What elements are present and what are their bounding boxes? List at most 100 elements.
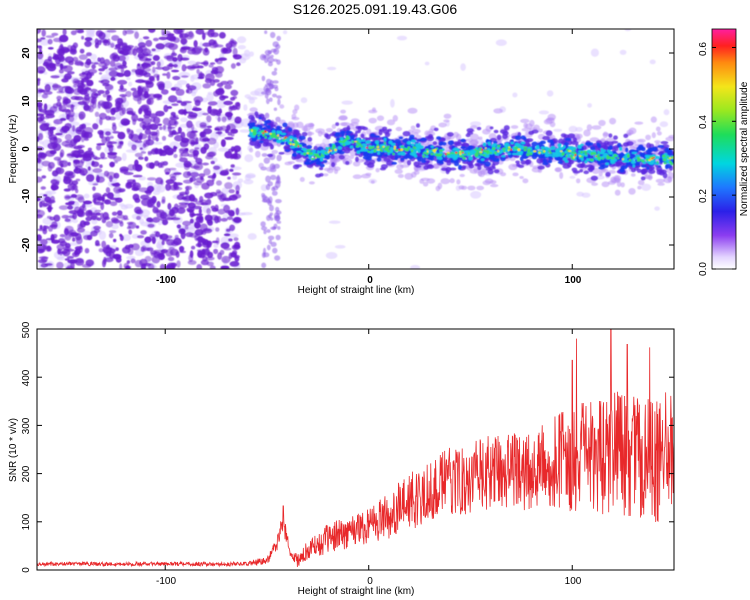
signal-yellow-blob xyxy=(376,146,380,149)
noise-stripe-blob xyxy=(267,235,275,241)
signal-halo-blob xyxy=(651,132,656,139)
colorbar-frame xyxy=(711,28,737,270)
noise-blob xyxy=(163,104,169,113)
noise-blob xyxy=(106,29,117,33)
signal-yellow-blob xyxy=(376,148,379,151)
signal-red-blob xyxy=(262,132,265,135)
signal-green-blob xyxy=(590,152,593,156)
noise-haze-blob xyxy=(410,265,421,269)
signal-halo-blob xyxy=(628,188,636,195)
noise-blob xyxy=(208,64,214,68)
noise-blob xyxy=(113,156,122,162)
noise-blob xyxy=(43,90,53,95)
signal-blue-blob xyxy=(263,123,268,127)
snr-ytick-label-0: 0 xyxy=(21,567,32,573)
noise-blob xyxy=(210,214,219,221)
noise-blob xyxy=(202,162,209,166)
noise-blob xyxy=(153,249,163,254)
signal-blue-blob xyxy=(319,163,325,168)
noise-blob xyxy=(50,179,60,185)
signal-green-blob xyxy=(355,145,360,148)
signal-halo-blob xyxy=(470,125,478,129)
signal-cyan-blob xyxy=(593,156,597,159)
noise-blob xyxy=(76,129,82,133)
noise-blob xyxy=(76,144,85,149)
signal-halo-blob xyxy=(510,125,519,129)
noise-blob xyxy=(183,179,193,184)
noise-blob xyxy=(68,215,75,219)
signal-green-blob xyxy=(422,154,425,158)
signal-cyan-blob xyxy=(540,146,545,150)
noise-blob xyxy=(94,111,100,118)
signal-blue-blob xyxy=(394,138,401,144)
signal-outer-blob xyxy=(426,135,435,142)
noise-haze-blob xyxy=(247,233,257,240)
noise-haze-blob xyxy=(590,48,600,57)
signal-cyan-blob xyxy=(556,147,561,152)
signal-green-blob xyxy=(462,156,466,160)
noise-blob xyxy=(97,101,102,109)
noise-blob xyxy=(134,31,140,39)
signal-cyan-blob xyxy=(567,152,570,157)
signal-halo-blob xyxy=(657,182,665,186)
signal-cyan-blob xyxy=(649,162,654,165)
noise-blob xyxy=(53,118,63,125)
signal-yellow-blob xyxy=(648,159,651,162)
noise-blob xyxy=(200,73,204,77)
signal-halo-blob xyxy=(443,119,450,123)
noise-blob xyxy=(104,257,114,263)
signal-green-blob xyxy=(479,152,483,155)
signal-cyan-blob xyxy=(597,150,600,154)
spectrogram-xtick-label-0: 0 xyxy=(367,275,373,286)
snr-ticks xyxy=(37,328,674,571)
signal-outer-blob xyxy=(477,165,482,171)
signal-outer-blob xyxy=(379,167,386,171)
signal-green-blob xyxy=(584,153,588,155)
signal-cyan-blob xyxy=(383,137,387,142)
signal-outer-blob xyxy=(292,164,300,170)
noise-haze-blob xyxy=(237,45,246,50)
noise-blob xyxy=(162,117,171,126)
noise-blob xyxy=(114,44,122,49)
signal-blue-blob xyxy=(460,146,467,150)
signal-halo-blob xyxy=(292,122,299,129)
noise-blob xyxy=(143,113,151,119)
noise-haze-blob xyxy=(460,63,466,71)
noise-blob xyxy=(108,232,114,239)
signal-green-blob xyxy=(601,157,605,160)
signal-yellow-blob xyxy=(251,129,253,132)
signal-halo-blob xyxy=(521,127,532,132)
signal-outer-blob xyxy=(623,133,629,138)
signal-cyan-blob xyxy=(552,152,555,156)
noise-blob xyxy=(49,106,58,113)
signal-blue-blob xyxy=(637,146,645,151)
signal-cyan-blob xyxy=(507,152,512,155)
noise-haze-blob xyxy=(227,233,239,238)
signal-green-blob xyxy=(583,150,588,153)
noise-blob xyxy=(37,168,42,172)
signal-yellow-blob xyxy=(508,146,511,149)
noise-blob xyxy=(230,63,236,69)
noise-blob xyxy=(100,152,106,159)
noise-blob xyxy=(202,112,209,116)
noise-blob xyxy=(111,107,120,113)
noise-haze-blob xyxy=(39,38,50,46)
noise-blob xyxy=(61,125,70,132)
noise-blob xyxy=(151,195,157,204)
noise-blob xyxy=(196,68,200,75)
signal-green-blob xyxy=(332,144,336,148)
signal-halo-blob xyxy=(598,171,603,177)
signal-halo-blob xyxy=(349,123,355,130)
signal-green-blob xyxy=(377,144,380,147)
noise-blob xyxy=(178,202,189,205)
signal-yellow-blob xyxy=(393,147,396,150)
signal-cyan-blob xyxy=(320,157,324,162)
signal-blue-blob xyxy=(468,145,473,150)
noise-stripe-blob xyxy=(261,199,268,203)
noise-blob xyxy=(232,193,242,199)
snr-y-axis-label: SNR (10 * v/v) xyxy=(8,418,19,482)
signal-blue-blob xyxy=(657,165,662,168)
signal-cyan-blob xyxy=(325,146,329,150)
signal-blue-blob xyxy=(427,155,433,161)
noise-blob xyxy=(179,33,184,39)
